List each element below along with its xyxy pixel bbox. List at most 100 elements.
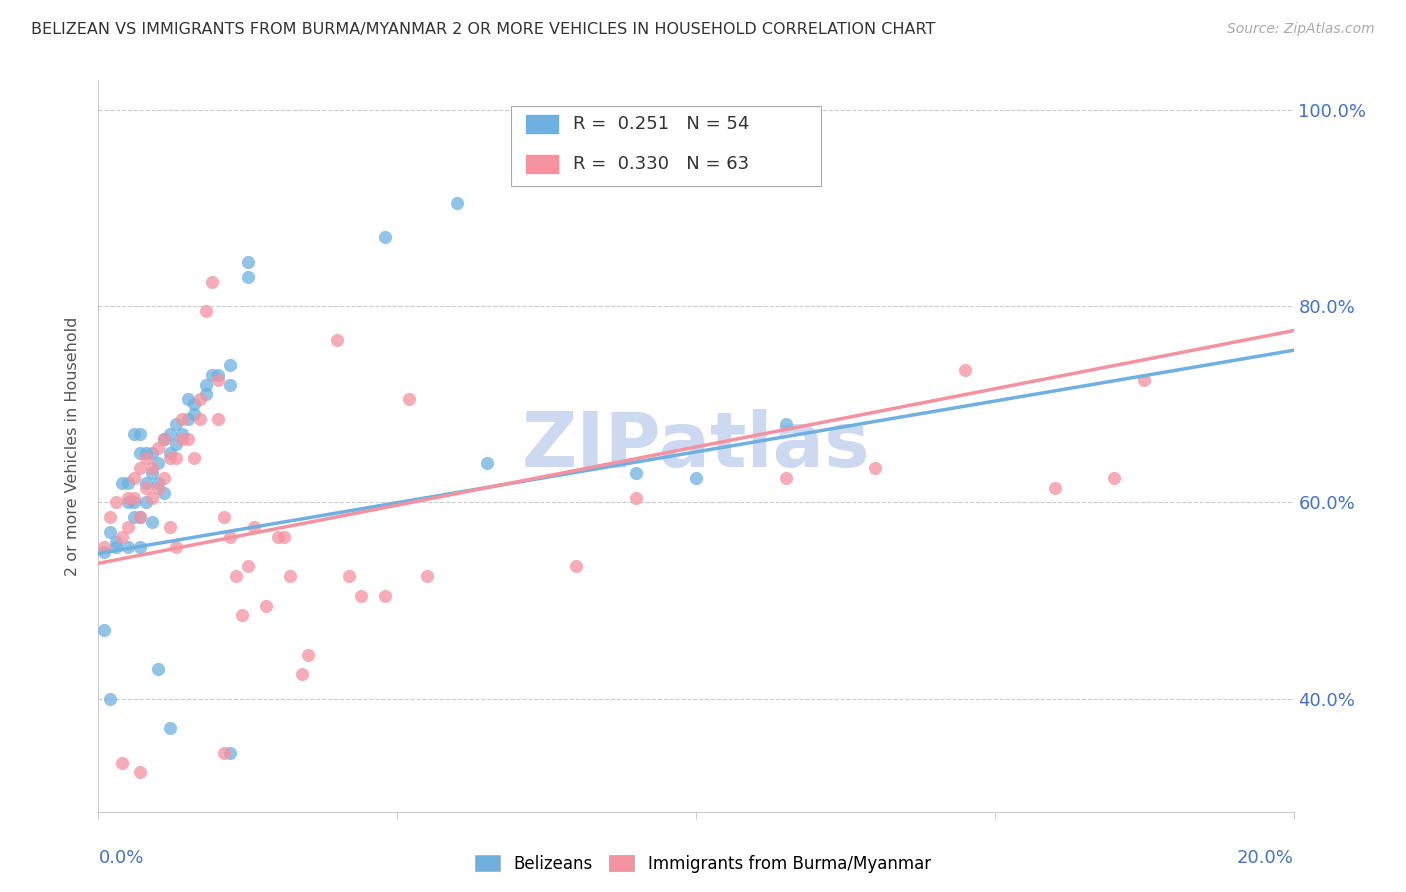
Point <box>159 426 181 441</box>
Point <box>117 475 139 490</box>
Point <box>159 520 181 534</box>
Point <box>98 691 122 706</box>
Point <box>207 368 229 382</box>
Point <box>626 466 648 480</box>
FancyBboxPatch shape <box>510 106 821 186</box>
Point <box>148 481 170 495</box>
Point <box>475 456 498 470</box>
Point <box>207 412 229 426</box>
Point <box>207 373 229 387</box>
Point <box>124 471 146 485</box>
Point <box>339 569 361 583</box>
Point <box>243 520 266 534</box>
Point <box>98 510 122 524</box>
Point <box>1104 471 1126 485</box>
FancyBboxPatch shape <box>524 114 558 134</box>
Point <box>165 540 187 554</box>
Point <box>165 436 187 450</box>
Text: 20.0%: 20.0% <box>1237 849 1294 867</box>
Point <box>111 530 134 544</box>
Point <box>153 432 176 446</box>
Point <box>153 485 176 500</box>
Point <box>153 471 176 485</box>
Text: BELIZEAN VS IMMIGRANTS FROM BURMA/MYANMAR 2 OR MORE VEHICLES IN HOUSEHOLD CORREL: BELIZEAN VS IMMIGRANTS FROM BURMA/MYANMA… <box>31 22 935 37</box>
Point <box>775 471 797 485</box>
Point <box>124 510 146 524</box>
Point <box>177 412 200 426</box>
Point <box>117 540 139 554</box>
Point <box>141 515 163 529</box>
Point <box>177 392 200 407</box>
Point <box>195 304 218 318</box>
Point <box>129 510 152 524</box>
Point <box>506 171 529 186</box>
Point <box>446 196 468 211</box>
Point <box>129 446 152 460</box>
Point <box>775 417 797 431</box>
Point <box>159 721 181 735</box>
Point <box>141 461 163 475</box>
Point <box>135 451 157 466</box>
Point <box>129 461 152 475</box>
Point <box>124 426 146 441</box>
Point <box>165 417 187 431</box>
Point <box>105 534 128 549</box>
Point <box>129 540 152 554</box>
Point <box>231 608 253 623</box>
Point <box>195 387 218 401</box>
Text: Source: ZipAtlas.com: Source: ZipAtlas.com <box>1227 22 1375 37</box>
Point <box>172 426 194 441</box>
Point <box>201 368 224 382</box>
Point <box>416 569 439 583</box>
Point <box>201 275 224 289</box>
Point <box>93 623 115 637</box>
Point <box>236 255 259 269</box>
Text: 0.0%: 0.0% <box>98 849 143 867</box>
Point <box>685 471 707 485</box>
Legend: Belizeans, Immigrants from Burma/Myanmar: Belizeans, Immigrants from Burma/Myanmar <box>468 848 938 880</box>
Point <box>212 746 235 760</box>
Point <box>565 559 588 574</box>
Point <box>93 544 115 558</box>
Point <box>172 432 194 446</box>
Point <box>148 662 170 676</box>
Point <box>398 392 420 407</box>
Point <box>141 491 163 505</box>
Point <box>188 392 211 407</box>
Point <box>225 569 247 583</box>
Point <box>326 334 349 348</box>
Point <box>129 426 152 441</box>
Point <box>267 530 290 544</box>
Point <box>111 756 134 770</box>
Point <box>212 510 235 524</box>
Point <box>129 510 152 524</box>
Point <box>350 589 373 603</box>
Point <box>117 520 139 534</box>
Point <box>111 475 134 490</box>
Point <box>117 495 139 509</box>
Point <box>297 648 319 662</box>
Point <box>159 451 181 466</box>
Point <box>148 475 170 490</box>
Point <box>135 481 157 495</box>
Point <box>374 589 396 603</box>
Point <box>291 667 314 681</box>
Point <box>188 412 211 426</box>
Point <box>626 491 648 505</box>
Point <box>1043 481 1066 495</box>
Point <box>195 377 218 392</box>
Point <box>183 407 205 421</box>
Point <box>124 495 146 509</box>
Point <box>135 495 157 509</box>
Point <box>141 446 163 460</box>
Point <box>124 491 146 505</box>
Point <box>219 746 242 760</box>
Point <box>278 569 301 583</box>
Point <box>129 765 152 780</box>
Point <box>117 491 139 505</box>
Point <box>141 466 163 480</box>
Point <box>105 495 128 509</box>
Point <box>236 269 259 284</box>
Point <box>254 599 277 613</box>
Point <box>685 167 707 181</box>
